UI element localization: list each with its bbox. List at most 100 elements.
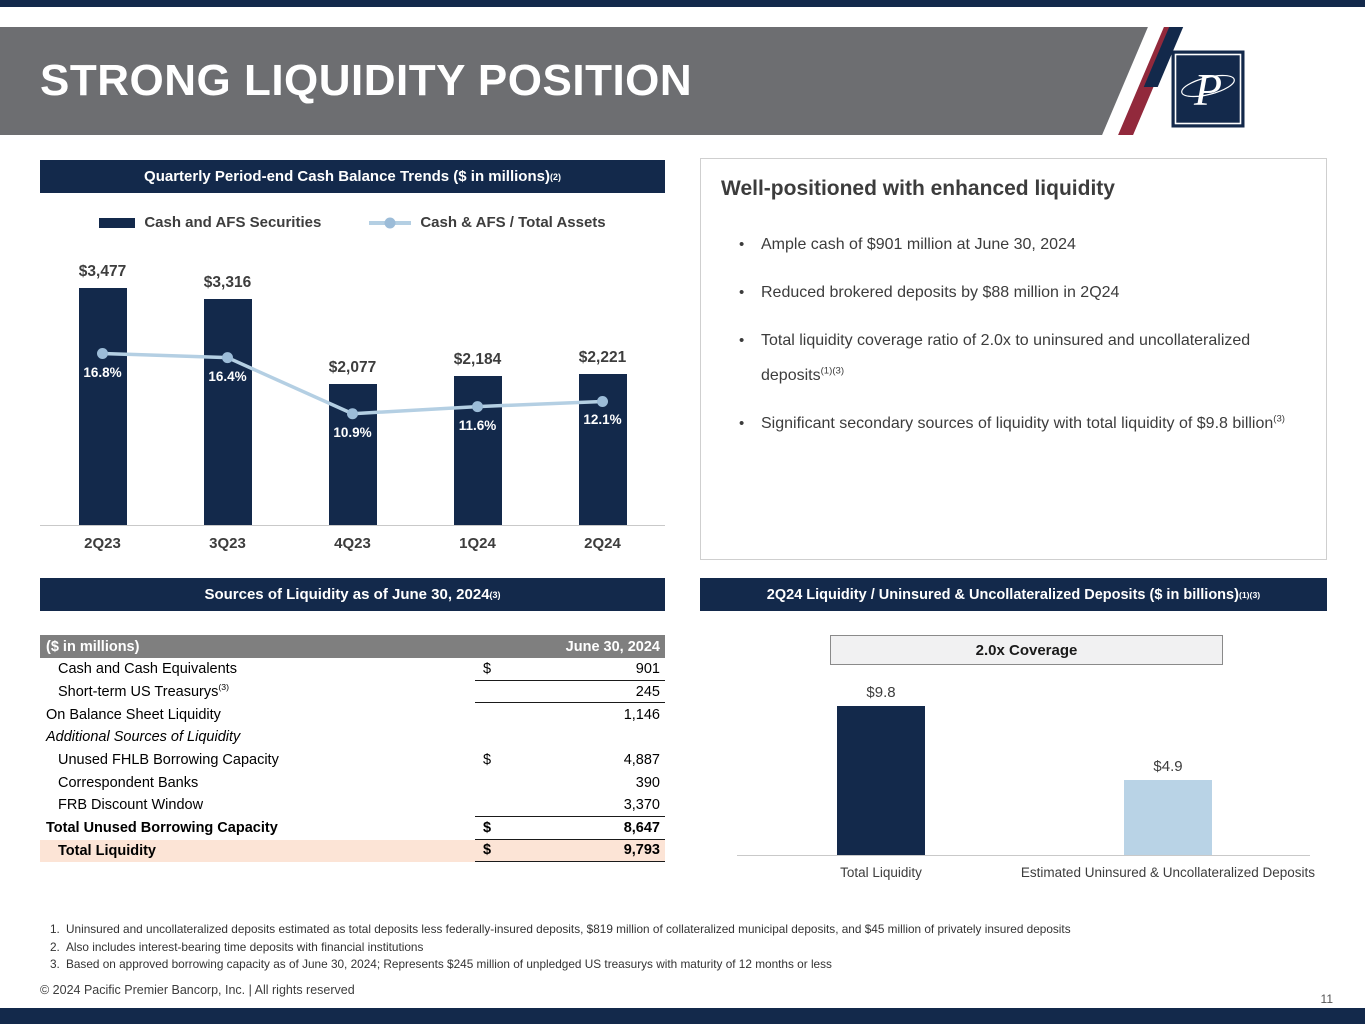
company-logo: P: [1171, 50, 1245, 128]
row-value: 390: [635, 774, 660, 791]
footnote: 2. Also includes interest-bearing time de…: [50, 940, 1071, 954]
line-swatch-icon: [369, 217, 412, 228]
row-value: 245: [635, 683, 660, 700]
chart-legend: Cash and AFS Securities Cash & AFS / Tot…: [40, 214, 665, 231]
ratio-value-label: 10.9%: [333, 424, 372, 440]
copyright-text: © 2024 Pacific Premier Bancorp, Inc. | A…: [40, 983, 355, 997]
bullet-item: • Ample cash of $901 million at June 30, …: [739, 227, 1302, 262]
line-point-marker: [222, 352, 233, 364]
row-value-block: 245: [475, 681, 665, 704]
bar-value-label: $2,077: [328, 358, 377, 376]
bar-value-label: $2,184: [453, 351, 502, 369]
footnote: 3. Based on approved borrowing capacity a…: [50, 957, 1071, 971]
row-value-block: 390: [475, 771, 665, 794]
ratio-line: [97, 348, 608, 420]
footnote-text: Based on approved borrowing capacity as …: [66, 957, 832, 971]
footnote-ref: (3): [1273, 413, 1286, 425]
bullet-marker-icon: •: [739, 284, 745, 301]
logo-letter: P: [1193, 64, 1222, 115]
x-axis-line: [40, 525, 665, 526]
sources-of-liquidity-section: Sources of Liquidity as of June 30, 2024…: [40, 578, 665, 863]
table-row: Short-term US Treasurys(3) 245: [40, 681, 665, 704]
bullet-marker-icon: •: [739, 332, 745, 349]
x-axis-label: 4Q23: [334, 535, 371, 552]
x-axis-label: 2Q24: [584, 535, 621, 552]
coverage-title: 2Q24 Liquidity / Uninsured & Uncollatera…: [766, 586, 1239, 603]
company-logo-icon: P: [1171, 50, 1245, 128]
bullet-item: • Reduced brokered deposits by $88 millio…: [739, 275, 1302, 310]
page-number: 11: [1320, 992, 1333, 1006]
logo-inner-border: [1174, 53, 1242, 125]
top-accent-bar: [0, 0, 1365, 7]
coverage-bar: [837, 705, 925, 855]
ratio-value-label: 11.6%: [458, 417, 497, 433]
bottom-accent-bar: [0, 1008, 1365, 1024]
table-header-row: ($ in millions) June 30, 2024: [40, 635, 665, 658]
logo-swirl: [1181, 74, 1235, 98]
row-value: 9,793: [623, 842, 660, 859]
row-label: Total Unused Borrowing Capacity: [46, 820, 278, 837]
bullet-text: Ample cash of $901 million at June 30, 2…: [761, 236, 1076, 253]
table-row: FRB Discount Window 3,370: [40, 794, 665, 817]
line-point-marker: [347, 408, 358, 420]
bar-value-label: $3,316: [203, 274, 252, 292]
cash-trends-chart: $3,477 16.8% 2Q23 $3,316 16.4% 3Q23 $2,077 10.9…: [40, 245, 665, 560]
row-value-block: $4,887: [475, 749, 665, 772]
footnote-text: Uninsured and uncollateralized deposits …: [66, 922, 1071, 936]
table-row: Correspondent Banks 390: [40, 771, 665, 794]
footnote-number: 2.: [50, 939, 60, 954]
cash-trends-header: Quarterly Period-end Cash Balance Trends…: [40, 160, 665, 193]
footnote: 1. Uninsured and uncollateralized deposit…: [50, 922, 1071, 936]
currency-symbol: $: [483, 819, 492, 836]
row-value-block: 3,370: [475, 794, 665, 817]
row-value-block: 1,146: [475, 703, 665, 726]
row-value: 901: [635, 660, 660, 677]
row-label: Short-term US Treasurys(3): [58, 682, 229, 701]
line-marker-icon: [384, 217, 396, 228]
x-axis-label: 2Q23: [84, 535, 121, 552]
slide-title: STRONG LIQUIDITY POSITION: [40, 56, 693, 105]
legend-item-bars: Cash and AFS Securities: [99, 214, 321, 231]
currency-symbol: $: [483, 752, 492, 769]
legend-item-line: Cash & AFS / Total Assets: [369, 214, 606, 231]
sources-table: Cash and Cash Equivalents $901 Short-term …: [40, 658, 665, 863]
bullet-marker-icon: •: [739, 236, 745, 253]
coverage-ratio-badge: 2.0x Coverage: [830, 635, 1223, 665]
row-label: Cash and Cash Equivalents: [58, 661, 237, 678]
row-label: On Balance Sheet Liquidity: [46, 706, 221, 723]
legend-label-bars: Cash and AFS Securities: [144, 214, 322, 231]
cash-trends-title: Quarterly Period-end Cash Balance Trends…: [144, 168, 550, 185]
coverage-header: 2Q24 Liquidity / Uninsured & Uncollatera…: [700, 578, 1327, 611]
row-value-block: $9,793: [475, 840, 665, 863]
cash-afs-bar: [203, 299, 252, 525]
coverage-chart: $9.8 Total Liquidity $4.9 Estimated Uninsur…: [737, 660, 1315, 910]
table-header-date: June 30, 2024: [565, 638, 660, 655]
table-row: Unused FHLB Borrowing Capacity $4,887: [40, 749, 665, 772]
currency-symbol: $: [483, 842, 492, 859]
line-point-marker: [597, 395, 608, 407]
bullet-item: • Significant secondary sources of liquid…: [739, 406, 1302, 441]
table-row: Cash and Cash Equivalents $901: [40, 658, 665, 681]
row-label: Total Liquidity: [58, 842, 156, 859]
coverage-value-label: $4.9: [1153, 758, 1183, 776]
currency-symbol: $: [483, 660, 492, 677]
bullet-list: • Ample cash of $901 million at June 30, …: [739, 227, 1302, 441]
sources-title: Sources of Liquidity as of June 30, 2024: [204, 586, 490, 603]
coverage-category-label: Estimated Uninsured & Uncollateralized D…: [1020, 865, 1316, 880]
x-axis-label: 3Q23: [209, 535, 246, 552]
line-point-marker: [472, 401, 483, 413]
row-label: Additional Sources of Liquidity: [46, 729, 241, 746]
row-label: Correspondent Banks: [58, 774, 199, 791]
liquidity-highlights-panel: Well-positioned with enhanced liquidity …: [700, 158, 1327, 560]
table-row: Total Liquidity $9,793: [40, 839, 665, 863]
table-row: On Balance Sheet Liquidity 1,146: [40, 703, 665, 726]
ratio-value-label: 16.4%: [208, 368, 247, 384]
bar-value-label: $2,221: [578, 348, 627, 366]
panel-title: Well-positioned with enhanced liquidity: [721, 177, 1115, 200]
coverage-section: 2Q24 Liquidity / Uninsured & Uncollatera…: [700, 578, 1327, 918]
row-value-block: $901: [475, 658, 665, 681]
ratio-value-label: 16.8%: [83, 364, 122, 380]
cash-afs-bar: [78, 288, 127, 525]
x-axis-label: 1Q24: [459, 535, 496, 552]
coverage-value-label: $9.8: [866, 683, 896, 701]
